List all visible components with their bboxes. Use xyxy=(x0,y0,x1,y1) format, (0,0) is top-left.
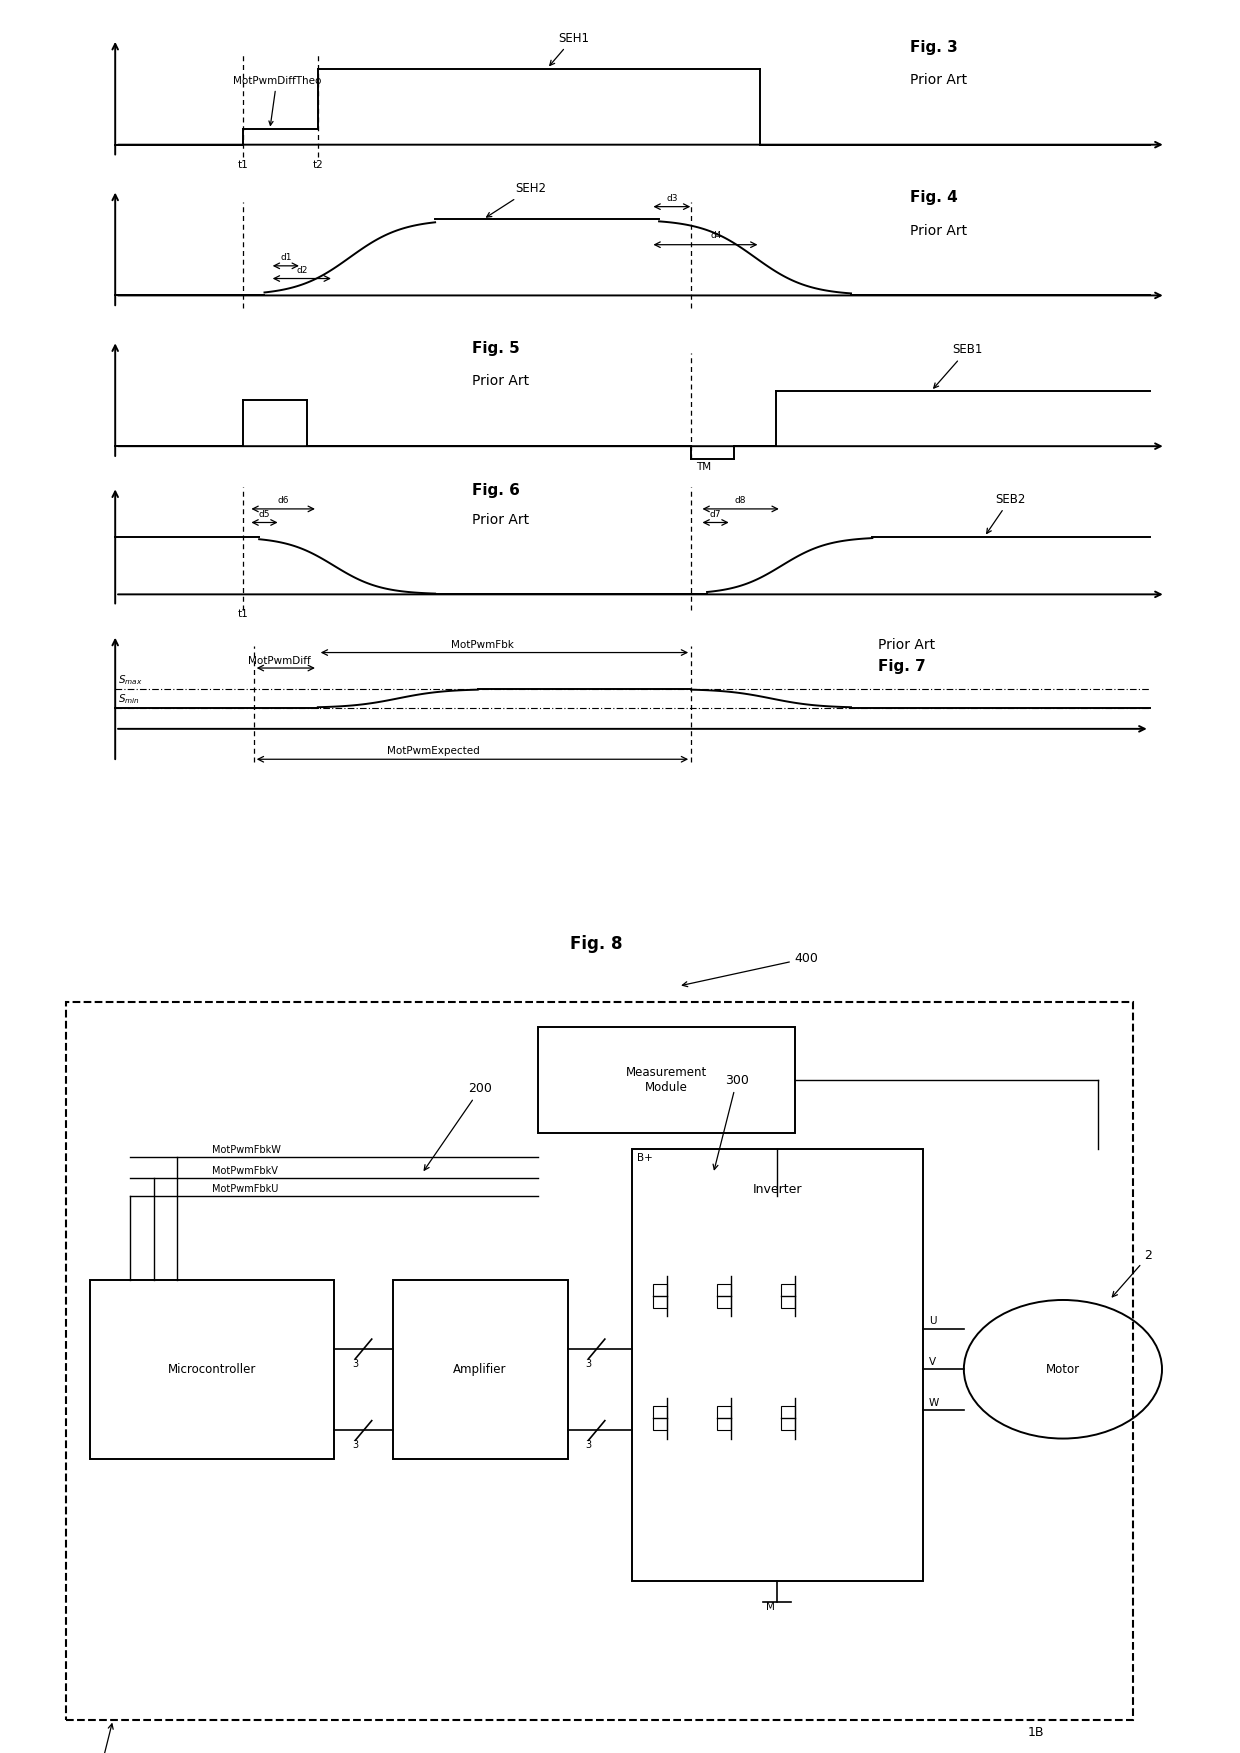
Text: SEB2: SEB2 xyxy=(987,493,1025,533)
Text: Fig. 6: Fig. 6 xyxy=(472,482,521,498)
Bar xyxy=(717,1406,730,1430)
Text: Motor: Motor xyxy=(1045,1362,1080,1376)
Text: M: M xyxy=(766,1602,775,1611)
Text: d2: d2 xyxy=(296,266,308,275)
Text: Measurement
Module: Measurement Module xyxy=(626,1066,707,1094)
Text: Prior Art: Prior Art xyxy=(878,638,935,652)
Text: 3: 3 xyxy=(585,1441,591,1450)
Text: MotPwmFbkV: MotPwmFbkV xyxy=(212,1166,278,1176)
Bar xyxy=(89,1280,335,1458)
Bar xyxy=(781,1283,795,1308)
Bar xyxy=(538,1027,795,1132)
Text: Microcontroller: Microcontroller xyxy=(167,1362,257,1376)
Text: Prior Art: Prior Art xyxy=(910,74,967,88)
Text: MotPwmFbk: MotPwmFbk xyxy=(451,640,515,650)
Text: $S_{max}$: $S_{max}$ xyxy=(118,673,143,687)
Text: MotPwmFbkU: MotPwmFbkU xyxy=(212,1185,279,1194)
Text: Prior Art: Prior Art xyxy=(472,375,529,389)
Text: d3: d3 xyxy=(666,195,677,203)
Text: Prior Art: Prior Art xyxy=(910,224,967,238)
Text: TM: TM xyxy=(697,461,712,472)
Text: MotPwmDiff: MotPwmDiff xyxy=(248,656,311,666)
Bar xyxy=(717,1283,730,1308)
Text: MotPwmDiffTheo: MotPwmDiffTheo xyxy=(233,75,321,124)
Text: W: W xyxy=(929,1397,939,1408)
Text: d5: d5 xyxy=(259,510,270,519)
Bar xyxy=(631,1150,923,1581)
Text: d6: d6 xyxy=(278,496,289,505)
Text: d4: d4 xyxy=(711,231,722,240)
Text: 3: 3 xyxy=(352,1359,358,1369)
Text: Fig. 4: Fig. 4 xyxy=(910,191,957,205)
Text: MotPwmExpected: MotPwmExpected xyxy=(387,745,480,756)
Text: 100: 100 xyxy=(89,1723,114,1753)
Text: d8: d8 xyxy=(735,496,746,505)
Bar xyxy=(67,1003,1133,1720)
Text: 3: 3 xyxy=(352,1441,358,1450)
Text: $S_{min}$: $S_{min}$ xyxy=(118,692,140,706)
Text: Prior Art: Prior Art xyxy=(472,514,529,528)
Text: 200: 200 xyxy=(424,1082,492,1171)
Text: SEH1: SEH1 xyxy=(549,32,589,65)
Text: t1: t1 xyxy=(238,160,248,170)
Text: Fig. 7: Fig. 7 xyxy=(878,659,925,673)
Text: MotPwmFbkW: MotPwmFbkW xyxy=(212,1145,281,1155)
Text: B+: B+ xyxy=(637,1153,653,1164)
Text: 400: 400 xyxy=(682,952,818,987)
Text: Amplifier: Amplifier xyxy=(454,1362,507,1376)
Bar xyxy=(781,1406,795,1430)
Text: Fig. 5: Fig. 5 xyxy=(472,342,521,356)
Text: t2: t2 xyxy=(312,160,324,170)
Text: 300: 300 xyxy=(713,1075,749,1169)
Bar xyxy=(393,1280,568,1458)
Text: d7: d7 xyxy=(709,510,722,519)
Text: SEB1: SEB1 xyxy=(934,344,982,387)
Text: V: V xyxy=(929,1357,936,1367)
Text: Fig. 8: Fig. 8 xyxy=(570,936,622,954)
Text: 3: 3 xyxy=(585,1359,591,1369)
Text: 1B: 1B xyxy=(1028,1727,1044,1739)
Bar xyxy=(652,1283,667,1308)
Text: Inverter: Inverter xyxy=(753,1183,802,1197)
Text: U: U xyxy=(929,1317,936,1327)
Text: t1: t1 xyxy=(238,608,248,619)
Bar xyxy=(652,1406,667,1430)
Text: Fig. 3: Fig. 3 xyxy=(910,40,957,54)
Text: SEH2: SEH2 xyxy=(486,182,546,217)
Text: 2: 2 xyxy=(1112,1250,1152,1297)
Text: d1: d1 xyxy=(280,252,291,261)
